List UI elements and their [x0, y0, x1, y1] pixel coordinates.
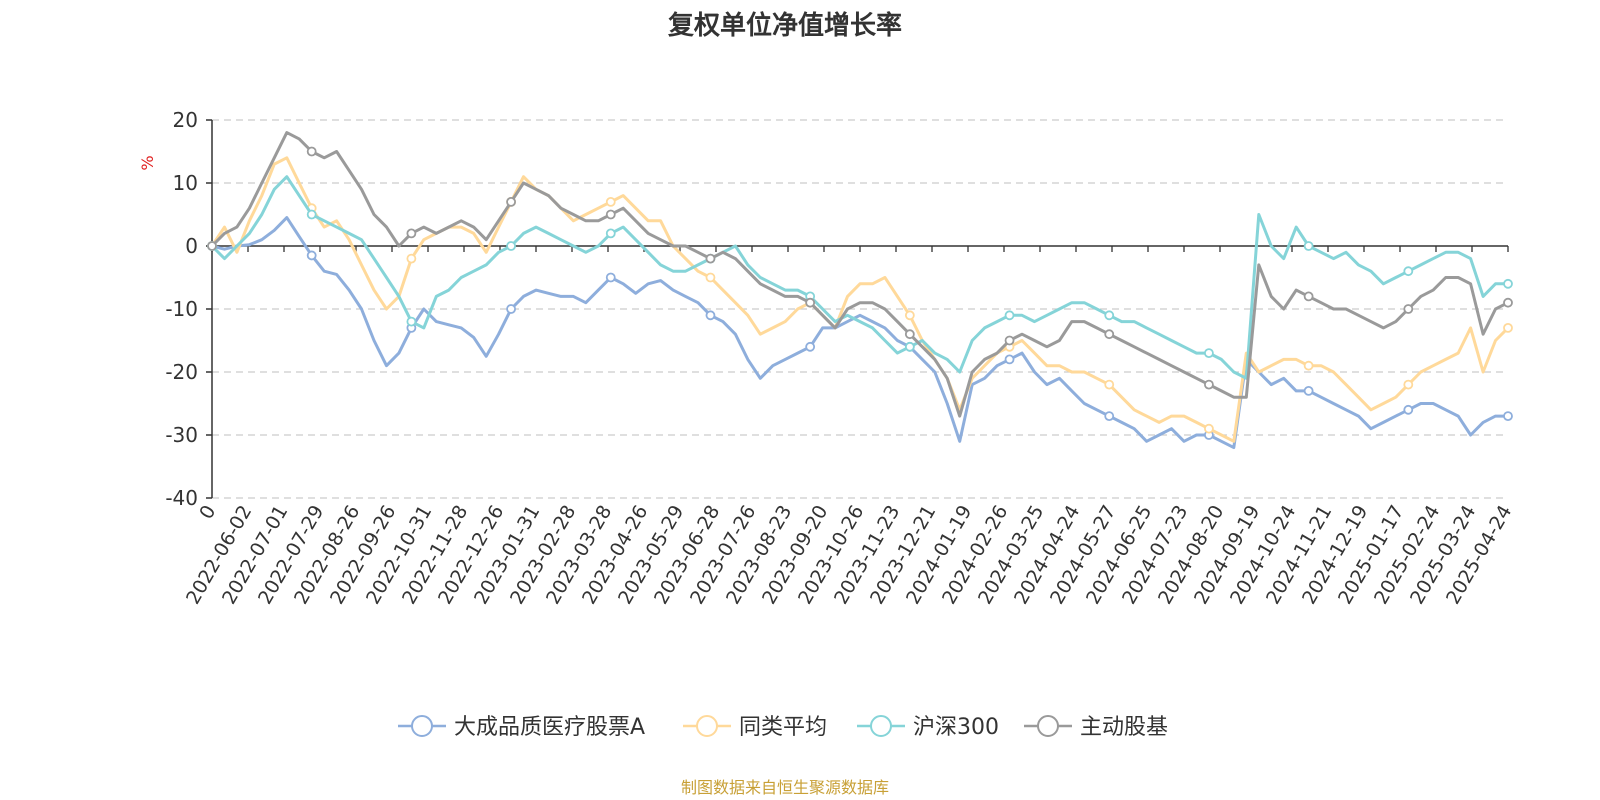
series-point — [1403, 404, 1414, 415]
legend-label: 沪深300 — [913, 715, 999, 740]
series-point — [904, 341, 915, 352]
legend-swatch-marker — [696, 715, 718, 737]
legend-label: 大成品质医疗股票A — [454, 715, 645, 740]
series-line — [211, 216, 1508, 450]
legend-swatch-marker — [870, 715, 892, 737]
series-lines — [207, 131, 1513, 450]
series-point — [705, 253, 716, 264]
series-point — [1004, 335, 1015, 346]
series-point — [1303, 291, 1314, 302]
series-point — [1104, 329, 1115, 340]
y-tick-label: -30 — [165, 423, 198, 447]
y-axis-unit-label: % — [138, 155, 157, 170]
series-point — [605, 196, 616, 207]
series-point — [1104, 411, 1115, 422]
series-line — [210, 131, 1509, 418]
series-point — [1303, 241, 1314, 251]
series-point — [1403, 304, 1414, 314]
series-point — [1403, 266, 1414, 277]
series-point — [1204, 423, 1214, 434]
source-note: 制图数据来自恒生聚源数据库 — [681, 778, 889, 797]
legend-item[interactable]: 大成品质医疗股票A — [398, 715, 645, 740]
series-point — [904, 329, 915, 340]
legend-label: 主动股基 — [1080, 715, 1168, 740]
x-tick-label: 0 — [195, 502, 220, 523]
series-point — [605, 228, 616, 239]
gridlines — [212, 119, 1508, 499]
series-point — [1303, 360, 1314, 371]
series-point — [1503, 297, 1513, 308]
series-point — [506, 304, 516, 314]
legend-item[interactable]: 沪深300 — [857, 715, 999, 740]
series-4 — [207, 131, 1513, 418]
series-1 — [207, 216, 1513, 450]
series-point — [207, 241, 217, 251]
y-tick-label: 10 — [173, 171, 198, 195]
series-point — [1004, 310, 1015, 321]
series-point — [406, 228, 417, 239]
legend-swatch-marker — [411, 715, 433, 737]
y-tick-label: -20 — [165, 360, 198, 384]
series-point — [1303, 385, 1314, 396]
series-line — [210, 175, 1508, 380]
series-point — [306, 146, 317, 157]
series-point — [1403, 379, 1414, 390]
chart-title: 复权单位净值增长率 — [668, 10, 902, 41]
series-point — [605, 272, 616, 283]
series-point — [306, 209, 317, 220]
y-tick-label: 0 — [185, 234, 198, 258]
legend[interactable]: 大成品质医疗股票A 同类平均 沪深300 主动股基 — [398, 715, 1168, 740]
legend-item[interactable]: 主动股基 — [1024, 715, 1168, 740]
legend-item[interactable]: 同类平均 — [683, 715, 827, 740]
series-point — [904, 310, 915, 321]
series-point — [1503, 278, 1513, 289]
series-point — [1503, 411, 1513, 422]
series-point — [705, 310, 716, 321]
series-point — [506, 196, 516, 207]
series-point — [506, 241, 516, 251]
series-point — [605, 209, 616, 220]
series-point — [1104, 310, 1115, 321]
legend-label: 同类平均 — [739, 715, 827, 740]
y-tick-label: -10 — [165, 297, 198, 321]
series-point — [1204, 379, 1214, 390]
series-point — [406, 253, 417, 264]
y-tick-label: -40 — [165, 486, 198, 510]
series-point — [1104, 379, 1115, 390]
series-point — [1004, 354, 1015, 365]
series-point — [1204, 348, 1214, 359]
y-tick-label: 20 — [173, 108, 198, 132]
series-point — [805, 297, 816, 308]
series-line — [210, 156, 1510, 443]
legend-swatch-marker — [1037, 715, 1059, 737]
series-point — [805, 341, 816, 352]
series-point — [705, 272, 716, 283]
series-point — [306, 250, 317, 261]
series-point — [406, 316, 417, 327]
series-point — [1503, 322, 1513, 333]
